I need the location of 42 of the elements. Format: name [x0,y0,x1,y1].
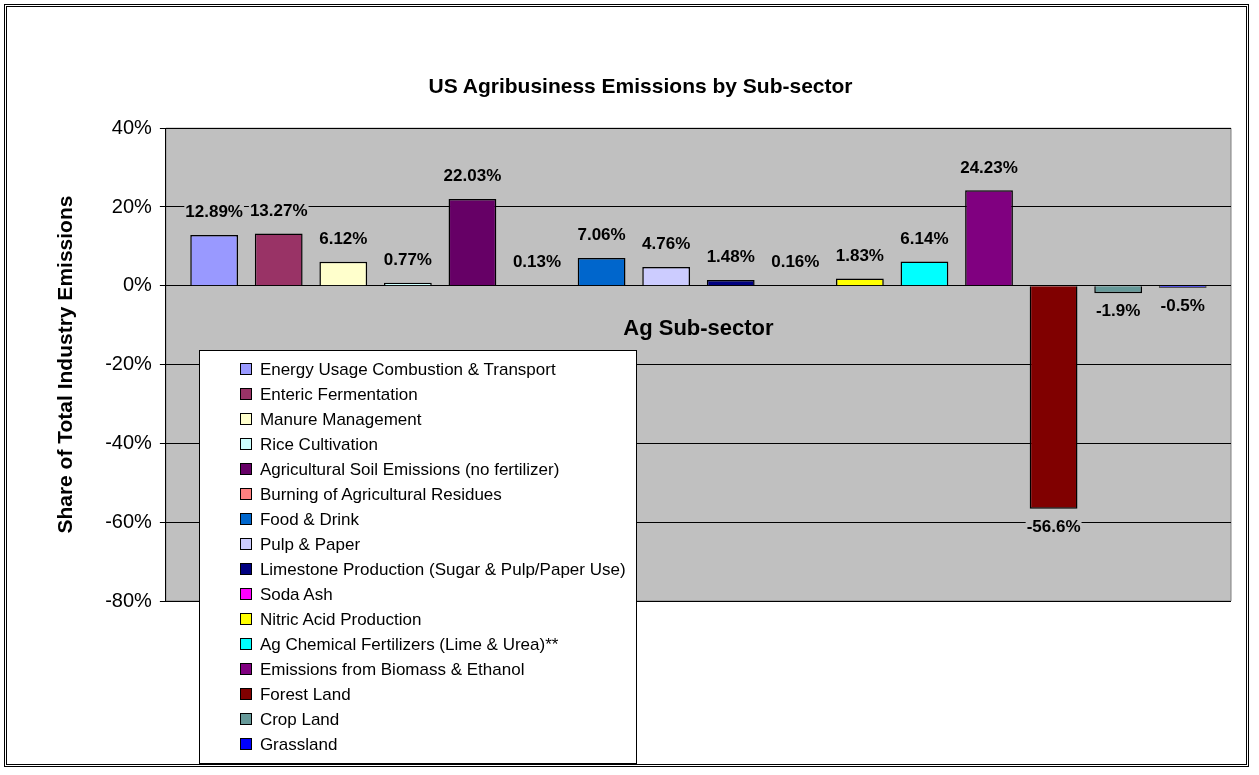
data-label: -56.6% [1026,516,1081,536]
data-label: 1.48% [706,247,755,267]
y-axis-title: Share of Total Industry Emissions [53,195,77,534]
data-label: 13.27% [249,200,308,220]
data-label: 0.13% [512,252,562,272]
legend-label: Food & Drink [259,508,360,531]
legend-label: Rice Cultivation [259,433,378,456]
legend-label: Emissions from Biomass & Ethanol [259,658,525,681]
legend-label: Nitric Acid Production [259,608,422,631]
legend-label: Forest Land [259,683,351,706]
data-label: 22.03% [443,166,502,186]
y-tick-label: -40% [105,430,153,453]
data-label: 7.06% [577,225,626,245]
legend-label: Energy Usage Combustion & Transport [259,358,556,381]
data-label: 0.77% [383,249,432,269]
data-label: 4.76% [642,234,691,254]
y-tick-label: -20% [105,352,153,375]
data-label: -1.9% [1095,301,1141,321]
legend-label: Grassland [259,733,338,756]
data-label: 6.12% [319,228,368,248]
legend-label: Agricultural Soil Emissions (no fertilizer) [259,458,560,481]
y-tick-label: 40% [111,115,153,138]
legend-label: Soda Ash [259,583,333,606]
x-axis-title: Ag Sub-sector [623,314,775,340]
y-tick-label: -80% [105,588,153,611]
data-label: 24.23% [960,157,1018,177]
y-tick-label: -60% [105,509,153,532]
data-label: -0.5% [1160,295,1205,315]
data-label: 6.14% [900,228,949,248]
legend-label: Manure Management [259,408,422,431]
legend-label: Ag Chemical Fertilizers (Lime & Urea)** [259,633,559,656]
legend-label: Burning of Agricultural Residues [259,483,502,506]
legend-label: Limestone Production (Sugar & Pulp/Paper Use) [259,558,626,581]
data-label: 12.89% [185,202,243,222]
data-label: 1.83% [835,245,884,265]
legend-label: Crop Land [259,708,340,731]
legend-label: Enteric Fermentation [259,383,418,406]
chart-title: US Agribusiness Emissions by Sub-sector [428,74,853,98]
y-tick-label: 0% [122,273,153,296]
data-label: 0.16% [771,252,820,272]
legend-label: Pulp & Paper [259,533,361,556]
y-tick-label: 20% [111,194,153,217]
